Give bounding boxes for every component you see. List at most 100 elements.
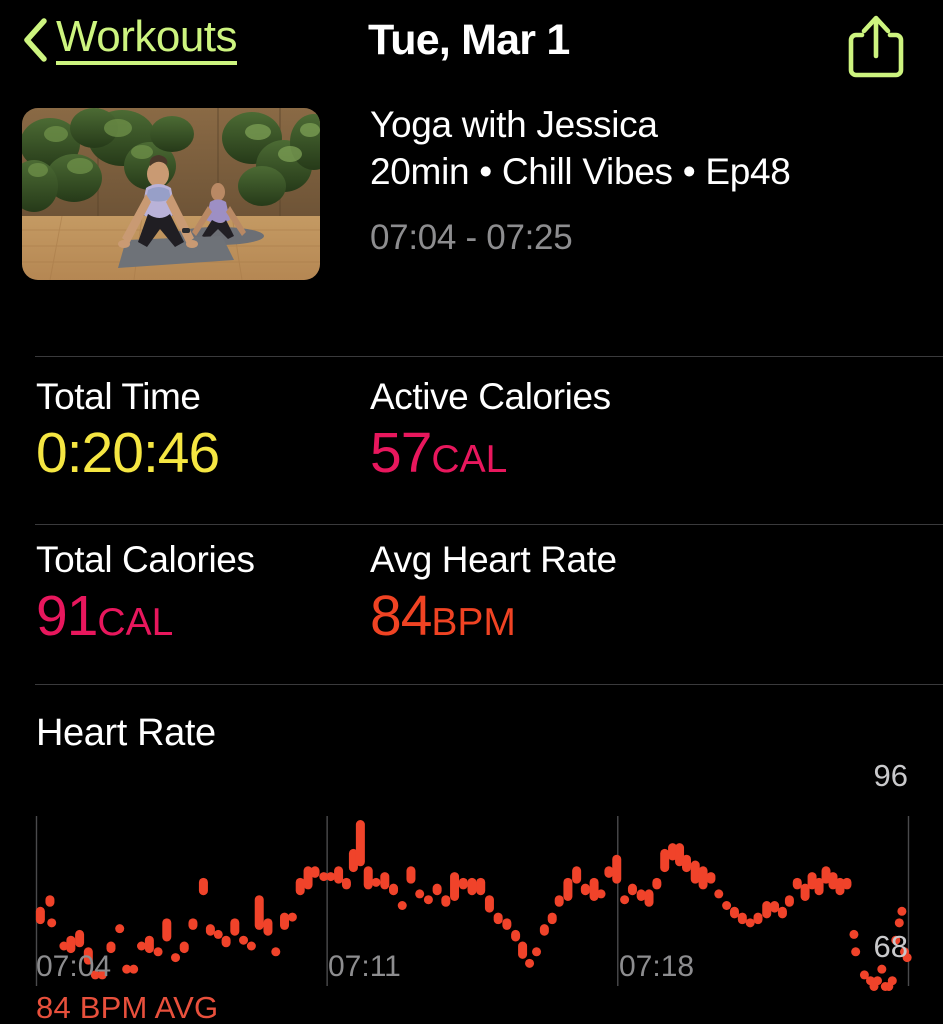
chart-datapoint — [295, 877, 305, 896]
chart-datapoint — [415, 889, 425, 899]
chart-datapoint — [714, 889, 724, 899]
chart-datapoint — [153, 947, 163, 957]
chart-datapoint — [334, 866, 344, 884]
chart-datapoint — [660, 848, 670, 873]
workout-title: Yoga with Jessica — [370, 104, 658, 145]
share-button[interactable] — [847, 14, 905, 80]
chart-datapoint — [467, 877, 477, 896]
chart-datapoint — [198, 877, 208, 896]
share-icon — [848, 15, 904, 78]
chart-tick-1: 07:11 — [328, 950, 401, 983]
stat-number: 57 — [370, 421, 432, 485]
chart-datapoint — [303, 866, 313, 890]
chart-datapoint — [450, 872, 460, 901]
chart-datapoint — [122, 964, 132, 974]
chart-datapoint — [604, 866, 614, 878]
chart-datapoint — [777, 906, 787, 919]
chart-datapoint — [784, 895, 794, 907]
stat-total-calories: Total Calories 91CAL — [36, 539, 255, 647]
chart-datapoint — [115, 924, 125, 934]
chart-datapoint — [271, 947, 281, 957]
chart-datapoint — [539, 924, 549, 936]
chart-datapoint — [762, 901, 772, 919]
chart-datapoint — [821, 866, 831, 884]
chart-datapoint — [532, 947, 542, 957]
chart-datapoint — [35, 906, 45, 925]
chart-datapoint — [800, 883, 810, 901]
chart-datapoint — [423, 895, 433, 905]
chart-datapoint — [652, 877, 662, 890]
chart-datapoint — [902, 953, 912, 963]
chart-datapoint — [106, 941, 116, 954]
chart-datapoint — [842, 877, 852, 890]
chart-datapoint — [682, 854, 692, 873]
chart-datapoint — [380, 872, 390, 890]
back-button[interactable]: Workouts — [22, 13, 238, 66]
chart-datapoint — [745, 918, 755, 928]
chart-datapoint — [547, 912, 557, 925]
stat-value: 91CAL — [36, 586, 255, 647]
stat-number: 84 — [370, 584, 432, 648]
chart-axis-max-label: 96 — [873, 758, 908, 793]
chart-datapoint — [179, 941, 189, 954]
stat-label: Total Time — [36, 376, 201, 417]
divider-2 — [35, 524, 943, 525]
chart-datapoint — [518, 941, 528, 959]
chart-datapoint — [690, 860, 700, 884]
chart-datapoint — [66, 935, 76, 954]
chart-datapoint — [636, 889, 646, 901]
stat-label: Active Calories — [370, 376, 611, 417]
chart-datapoint — [554, 895, 564, 907]
divider-3 — [35, 684, 943, 685]
chart-datapoint — [171, 953, 181, 963]
navigation-bar: Workouts Tue, Mar 1 — [0, 0, 943, 92]
chart-tick-0: 07:04 — [36, 950, 112, 983]
chart-datapoint — [188, 918, 198, 930]
chart-datapoint — [162, 918, 172, 942]
chart-datapoint — [814, 877, 824, 896]
workout-time-range: 07:04 - 07:25 — [370, 218, 573, 258]
stat-unit: BPM — [431, 601, 516, 644]
chart-datapoint — [792, 877, 802, 890]
chart-datapoint — [722, 901, 732, 910]
chart-datapoint — [589, 877, 599, 901]
chart-datapoint — [254, 895, 264, 930]
workout-thumbnail[interactable] — [22, 108, 320, 280]
workout-info: Yoga with Jessica 20min • Chill Vibes • … — [370, 102, 791, 258]
chart-datapoint — [668, 843, 678, 861]
chevron-left-icon — [22, 17, 48, 63]
chart-datapoint — [205, 924, 215, 936]
stat-active-calories: Active Calories 57CAL — [370, 376, 611, 484]
stat-total-time: Total Time 0:20:46 — [36, 376, 220, 484]
yoga-studio-image — [22, 108, 320, 280]
chart-datapoint — [287, 912, 297, 922]
chart-datapoint — [897, 906, 907, 916]
chart-average-label: 84 BPM AVG — [36, 990, 219, 1024]
workout-subtitle: 20min • Chill Vibes • Ep48 — [370, 151, 791, 193]
chart-datapoint — [851, 947, 861, 957]
chart-datapoint — [807, 872, 817, 890]
chart-datapoint — [213, 929, 223, 939]
chart-datapoint — [129, 964, 139, 974]
chart-datapoint — [341, 877, 351, 890]
stat-value: 0:20:46 — [36, 423, 220, 484]
chart-datapoint — [458, 877, 468, 890]
chart-tick-2: 07:18 — [619, 950, 695, 983]
stats-block: Total Time 0:20:46 Active Calories 57CAL… — [0, 362, 943, 687]
chart-datapoint — [397, 901, 407, 910]
chart-datapoint — [580, 883, 590, 896]
chart-datapoint — [511, 929, 521, 942]
chart-datapoint — [246, 941, 256, 951]
chart-datapoint — [476, 877, 486, 896]
heart-rate-scatter — [35, 816, 912, 991]
chart-datapoint — [144, 935, 154, 954]
stats-row-1: Total Time 0:20:46 Active Calories 57CAL — [0, 362, 943, 524]
chart-plot-area[interactable] — [0, 764, 943, 991]
chart-datapoint — [432, 883, 442, 896]
chart-datapoint — [502, 918, 512, 930]
chart-datapoint — [371, 877, 381, 887]
chart-datapoint — [828, 872, 838, 890]
back-label: Workouts — [56, 13, 238, 66]
chart-datapoint — [737, 912, 747, 925]
